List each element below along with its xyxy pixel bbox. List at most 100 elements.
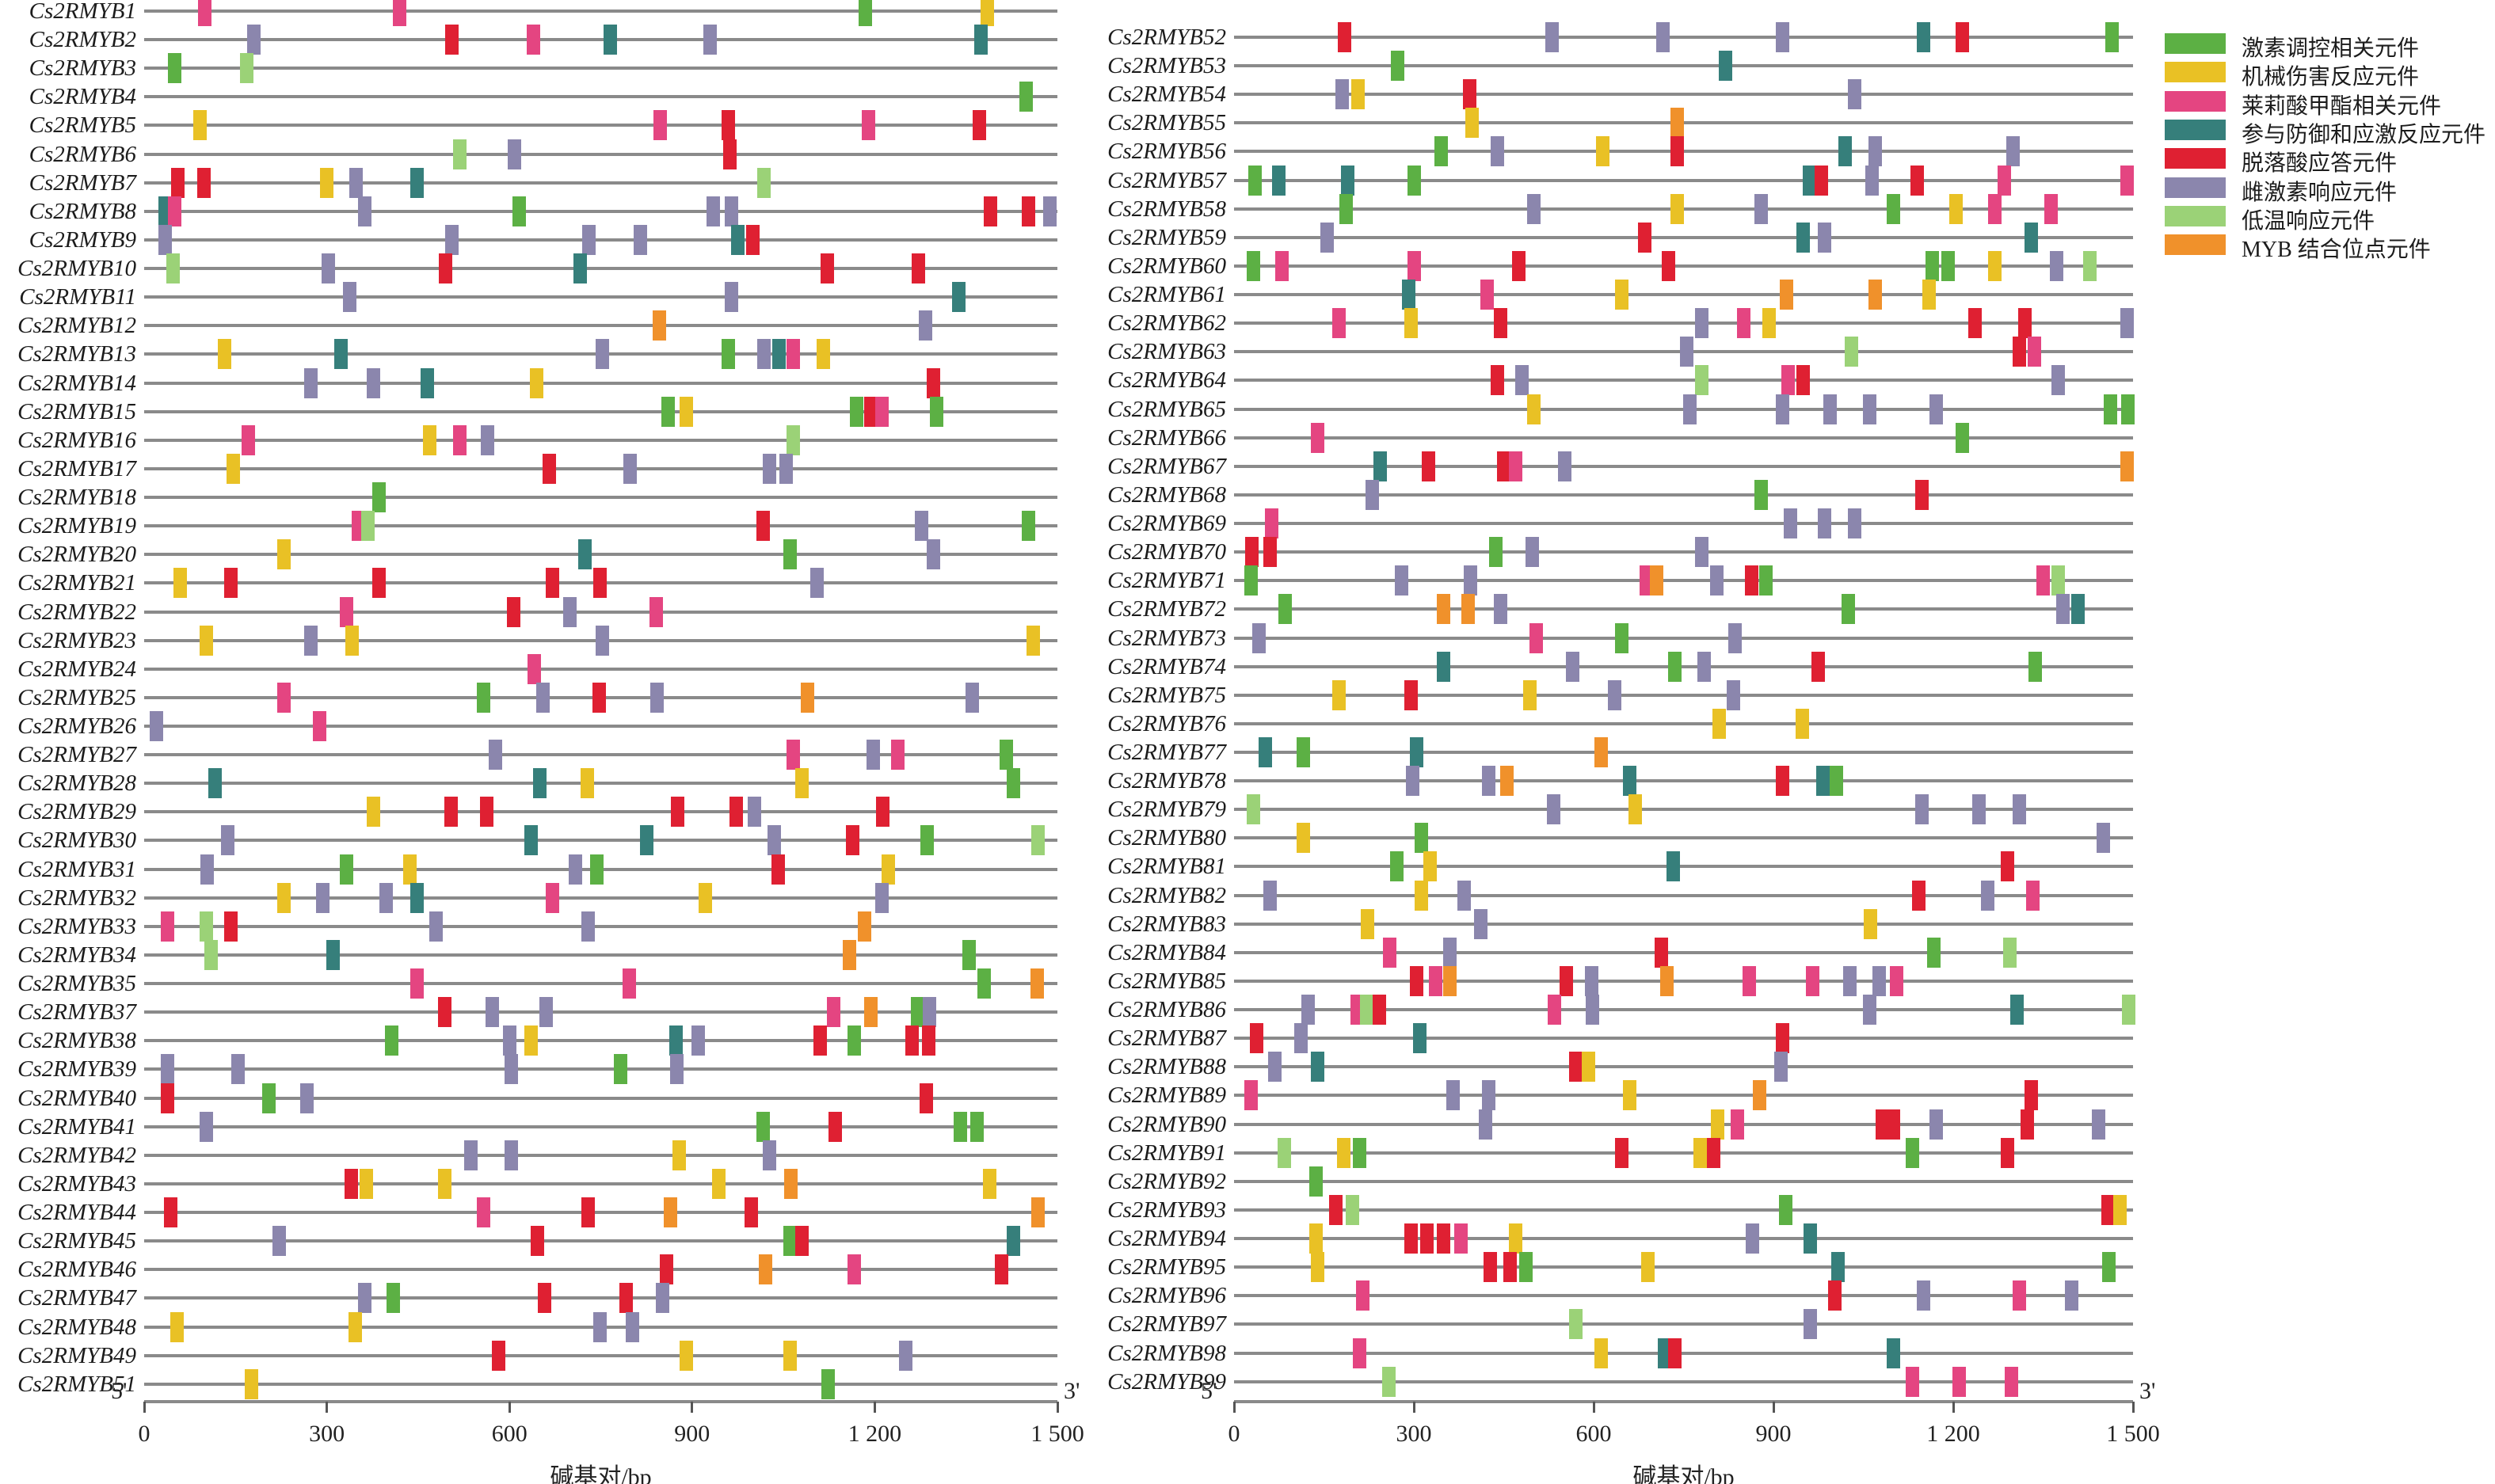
cis-element-box [420,367,434,398]
cis-element-box [930,396,944,427]
gene-name-label: Cs2RMYB37 [17,999,136,1025]
cis-element-box [1494,594,1508,625]
cis-element-box [1030,968,1045,999]
cis-element-box [1844,337,1858,367]
cis-element-box [366,797,380,828]
cis-element-box [1311,1252,1325,1283]
gene-name-label: Cs2RMYB44 [17,1200,136,1226]
cis-element-box [384,1025,398,1056]
gene-name-label: Cs2RMYB38 [17,1028,136,1054]
cis-element-box [1353,1137,1367,1168]
cis-element-box [340,854,354,885]
cis-element-box [1278,594,1292,625]
gene-name-label: Cs2RMYB77 [1107,740,1226,765]
cis-element-box [1922,280,1937,310]
cis-element-box [981,0,995,26]
promoter-line [1234,322,2133,325]
cis-element-box [862,110,876,141]
cis-element-box [593,568,608,599]
cis-element-box [1838,136,1853,167]
cis-element-box [1806,965,1820,996]
promoter-line [144,1124,1057,1128]
cis-element-box [672,1140,687,1170]
cis-element-box [1670,136,1685,167]
cis-element-box [241,424,255,455]
promoter-line [144,667,1057,671]
cis-element-box [1811,651,1826,682]
cis-element-box [545,882,559,913]
cis-element-box [721,339,735,370]
gene-name-label: Cs2RMYB84 [1107,939,1226,965]
gene-name-label: Cs2RMYB97 [1107,1311,1226,1338]
cis-element-box [486,997,500,1028]
promoter-line [144,295,1057,299]
cis-element-box [409,167,424,198]
cis-element-box [507,596,521,627]
cis-element-box [1667,1338,1682,1368]
cis-element-box [2120,451,2134,481]
cis-element-box [1545,22,1559,52]
cis-element-box [505,1054,518,1085]
gene-name-label: Cs2RMYB47 [17,1285,136,1311]
gene-name-label: Cs2RMYB60 [1107,253,1226,279]
cis-element-box [746,224,760,255]
cis-element-box [1514,365,1529,396]
cis-element-box [875,396,889,427]
gene-name-label: Cs2RMYB65 [1107,396,1226,422]
promoter-line [1234,607,2133,611]
cis-element-box [1437,1223,1451,1254]
cis-element-box [1245,537,1259,568]
cis-element-box [164,1197,178,1228]
cis-element-box [1453,1223,1468,1254]
cis-element-box [847,1254,861,1285]
promoter-line [1234,379,2133,382]
cis-element-box [507,139,521,169]
cis-element-box [768,825,782,856]
cis-element-box [1442,937,1457,968]
cis-element-box [438,1168,452,1199]
cis-element-box [623,453,637,484]
gene-name-label: Cs2RMYB52 [1107,25,1226,50]
promoter-line [144,725,1057,728]
gene-name-label: Cs2RMYB90 [1107,1111,1226,1137]
cis-element-box [1655,937,1668,968]
cis-element-box [512,196,526,226]
cis-element-box [1968,308,1983,339]
cis-element-box [1775,394,1789,424]
cis-element-box [1929,1109,1944,1140]
cis-element-box [722,110,736,141]
x-axis-tick-label: 1 200 [848,1421,902,1447]
promoter-line [1234,836,2133,840]
cis-element-box [537,1283,551,1314]
gene-name-label: Cs2RMYB79 [1107,797,1226,823]
cis-element-box [1906,1366,1920,1397]
promoter-line [1234,1122,2133,1126]
x-axis-tick [1952,1402,1955,1413]
gene-name-label: Cs2RMYB7 [29,169,136,196]
cis-element-box [821,1368,836,1399]
cis-element-box [912,253,926,284]
cis-element-box [239,53,253,84]
cis-element-box [809,568,824,599]
gene-name-label: Cs2RMYB13 [17,341,136,367]
x-axis-line [1234,1400,2133,1403]
cis-element-box [1429,965,1443,996]
cis-element-box [1762,308,1777,339]
x-axis-tick-label: 0 [138,1421,150,1447]
gene-name-label: Cs2RMYB69 [1107,511,1226,537]
gene-name-label: Cs2RMYB68 [1107,481,1226,508]
cis-element-box [2036,565,2050,596]
cis-element-box [1407,165,1421,196]
cis-element-box [581,911,595,942]
gene-name-label: Cs2RMYB73 [1107,625,1226,651]
cis-element-box [1568,1309,1583,1340]
promoter-line [1234,1351,2133,1355]
cis-element-box [783,539,798,570]
cis-element-box [1736,308,1750,339]
cis-element-box [1709,565,1724,596]
promoter-line [144,524,1057,528]
cis-element-box [1594,737,1609,767]
gene-name-label: Cs2RMYB62 [1107,310,1226,337]
cis-element-box [817,339,831,370]
cis-element-box [744,1197,758,1228]
